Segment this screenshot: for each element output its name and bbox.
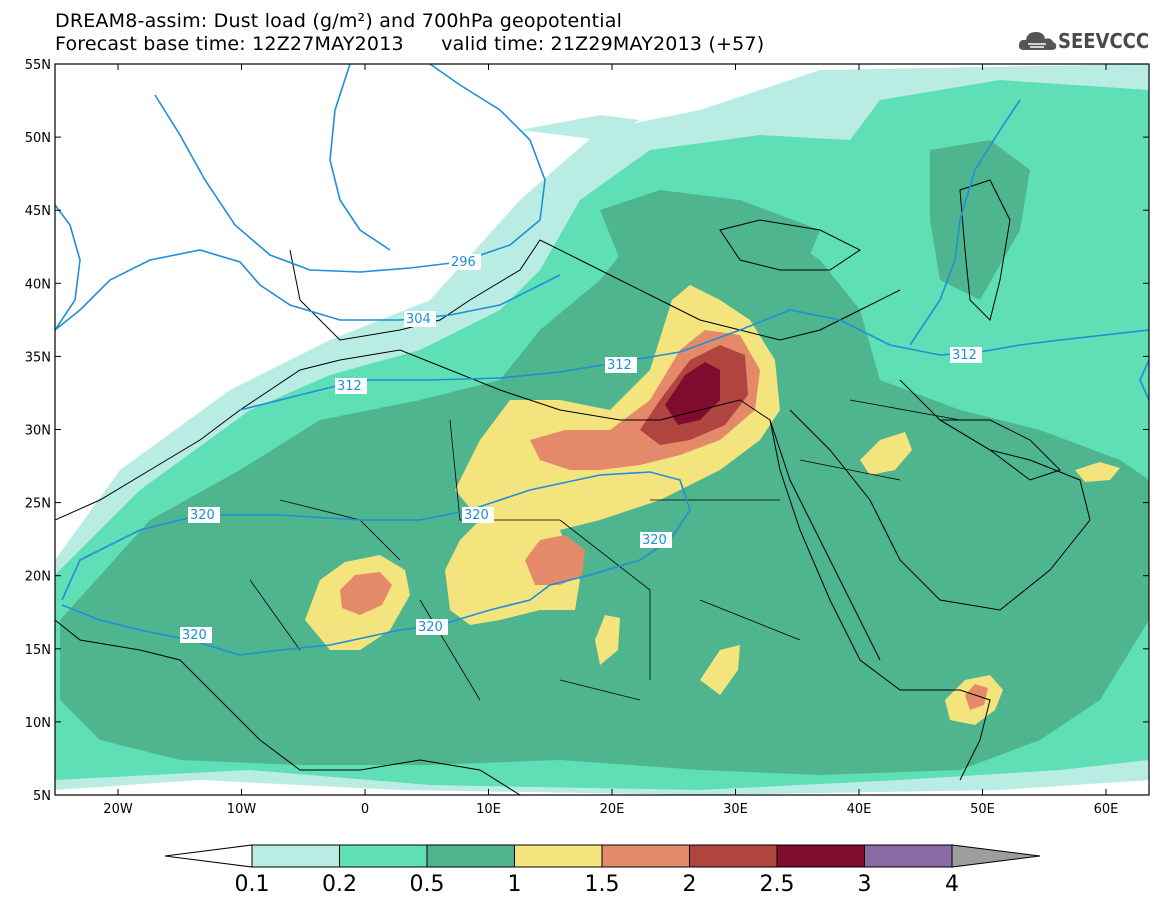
red-sea	[769, 419, 881, 661]
svg-text:320: 320	[642, 533, 667, 548]
svg-text:312: 312	[337, 379, 362, 394]
west-africa-coast	[55, 619, 521, 795]
lat-tick-label: 25N	[25, 497, 51, 512]
dust-field	[55, 64, 1149, 795]
contour-320-west	[61, 471, 691, 656]
lon-tick-label: 50E	[970, 802, 995, 817]
contour-label: 312	[335, 378, 367, 394]
lon-tick-label: 40E	[847, 802, 872, 817]
lat-tick-label: 10N	[25, 716, 51, 731]
svg-text:320: 320	[190, 508, 215, 523]
caspian-sea	[959, 179, 1011, 321]
cloud-logo-icon	[1018, 32, 1057, 50]
svg-text:320: 320	[418, 620, 443, 635]
contour-labels: 320 320 320 320 320 312 312 312 304 296	[180, 254, 982, 643]
lon-tick-label: 0	[361, 802, 369, 817]
dust-level-1-5-somalia	[965, 684, 988, 710]
dust-level-0-1-north	[520, 115, 640, 140]
contour-label: 312	[950, 347, 982, 363]
contour-north	[329, 64, 391, 251]
map-subtitle: Forecast base time: 12Z27MAY2013 valid t…	[55, 33, 765, 55]
dust-level-1-east	[860, 432, 912, 475]
lon-tick-label: 20W	[103, 802, 133, 817]
persian-gulf	[938, 419, 1061, 481]
contour-label: 312	[605, 357, 637, 373]
svg-text:320: 320	[182, 628, 207, 643]
lon-tick-label: 30E	[723, 802, 748, 817]
contour-far-east	[1139, 359, 1149, 401]
latitude-axis: 55N 50N 45N 40N 35N 30N 25N 20N 15N 10N 5N	[25, 58, 1149, 804]
lat-tick-label: 55N	[25, 58, 51, 73]
coastlines	[55, 179, 1091, 795]
svg-text:296: 296	[451, 255, 476, 270]
contour-label: 304	[404, 311, 436, 327]
longitude-axis: 20W 10W 0 10E 20E 30E 40E 50E 60E	[103, 64, 1118, 817]
dust-level-2-5	[665, 362, 720, 425]
seevccc-logo: SEEVCCC	[1018, 26, 1158, 56]
svg-text:304: 304	[406, 312, 431, 327]
dust-level-1-gulf	[1075, 462, 1120, 482]
map-title: DREAM8-assim: Dust load (g/m²) and 700hP…	[55, 10, 623, 32]
contour-296	[154, 64, 546, 273]
lat-tick-label: 35N	[25, 350, 51, 365]
svg-text:320: 320	[464, 508, 489, 523]
lon-tick-label: 20E	[600, 802, 625, 817]
contour-label: 320	[180, 627, 212, 643]
lat-tick-label: 40N	[25, 277, 51, 292]
contour-far-west	[55, 204, 81, 331]
lat-tick-label: 20N	[25, 570, 51, 585]
svg-text:312: 312	[607, 358, 632, 373]
svg-text:312: 312	[952, 348, 977, 363]
dust-level-0-5-balkan	[600, 190, 820, 280]
lon-tick-label: 10W	[227, 802, 257, 817]
contour-label: 320	[416, 619, 448, 635]
dust-level-1-sudan	[700, 645, 740, 695]
contour-east	[909, 99, 1021, 346]
lat-tick-label: 5N	[33, 789, 51, 804]
dust-level-1-5-chad	[525, 535, 585, 585]
contour-label: 320	[640, 532, 672, 548]
contour-304	[55, 249, 561, 331]
lat-tick-label: 45N	[25, 204, 51, 219]
lon-tick-label: 10E	[476, 802, 501, 817]
contour-label: 320	[462, 507, 494, 523]
contour-label: 296	[449, 254, 481, 270]
europe-coast	[289, 239, 901, 341]
geopotential-contours	[55, 64, 1149, 656]
black-sea	[719, 219, 861, 271]
logo-text: SEEVCCC	[1058, 29, 1150, 53]
contour-312	[239, 309, 1149, 411]
lat-tick-label: 30N	[25, 424, 51, 439]
lat-tick-label: 50N	[25, 131, 51, 146]
dust-level-1-5-west	[340, 572, 392, 615]
dust-level-1-chad	[595, 615, 620, 665]
lon-tick-label: 60E	[1094, 802, 1119, 817]
lat-tick-label: 15N	[25, 643, 51, 658]
contour-label: 320	[188, 507, 220, 523]
